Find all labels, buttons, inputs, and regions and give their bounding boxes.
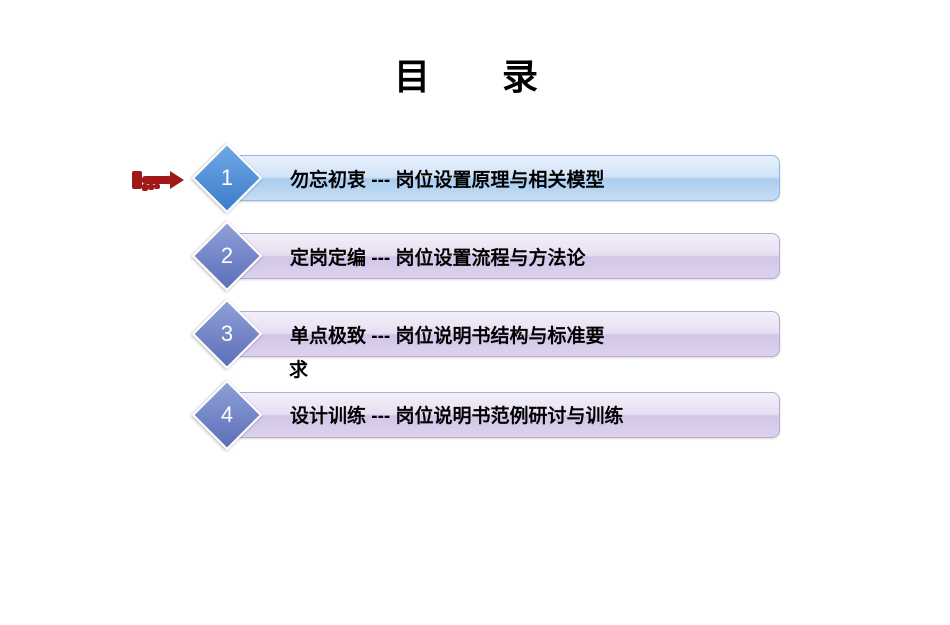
toc-text: 定岗定编 --- 岗位设置流程与方法论 bbox=[290, 243, 586, 270]
toc-item: 4 设计训练 --- 岗位说明书范例研讨与训练 bbox=[225, 392, 780, 438]
toc-number: 2 bbox=[221, 243, 233, 269]
toc-list: 1 勿忘初衷 --- 岗位设置原理与相关模型 2 定岗定编 --- 岗位设置流程… bbox=[225, 155, 780, 470]
pointing-hand-icon bbox=[130, 165, 185, 195]
toc-item: 3 单点极致 --- 岗位说明书结构与标准要 求 bbox=[225, 311, 780, 384]
toc-bar: 3 单点极致 --- 岗位说明书结构与标准要 bbox=[225, 311, 780, 357]
toc-number: 4 bbox=[221, 402, 233, 428]
toc-bar: 1 勿忘初衷 --- 岗位设置原理与相关模型 bbox=[225, 155, 780, 201]
toc-bar: 4 设计训练 --- 岗位说明书范例研讨与训练 bbox=[225, 392, 780, 438]
toc-text: 设计训练 --- 岗位说明书范例研讨与训练 bbox=[290, 401, 624, 428]
toc-text-overflow: 求 bbox=[225, 359, 780, 384]
toc-item: 2 定岗定编 --- 岗位设置流程与方法论 bbox=[225, 233, 780, 279]
toc-bar: 2 定岗定编 --- 岗位设置流程与方法论 bbox=[225, 233, 780, 279]
toc-item: 1 勿忘初衷 --- 岗位设置原理与相关模型 bbox=[225, 155, 780, 201]
toc-number-badge: 1 bbox=[192, 143, 263, 214]
toc-number-badge: 4 bbox=[192, 379, 263, 450]
toc-number: 1 bbox=[221, 165, 233, 191]
toc-number-badge: 2 bbox=[192, 221, 263, 292]
toc-text: 单点极致 --- 岗位说明书结构与标准要 bbox=[290, 321, 605, 348]
page-title: 目 录 bbox=[0, 48, 950, 100]
toc-number: 3 bbox=[221, 321, 233, 347]
toc-text: 勿忘初衷 --- 岗位设置原理与相关模型 bbox=[290, 165, 605, 192]
